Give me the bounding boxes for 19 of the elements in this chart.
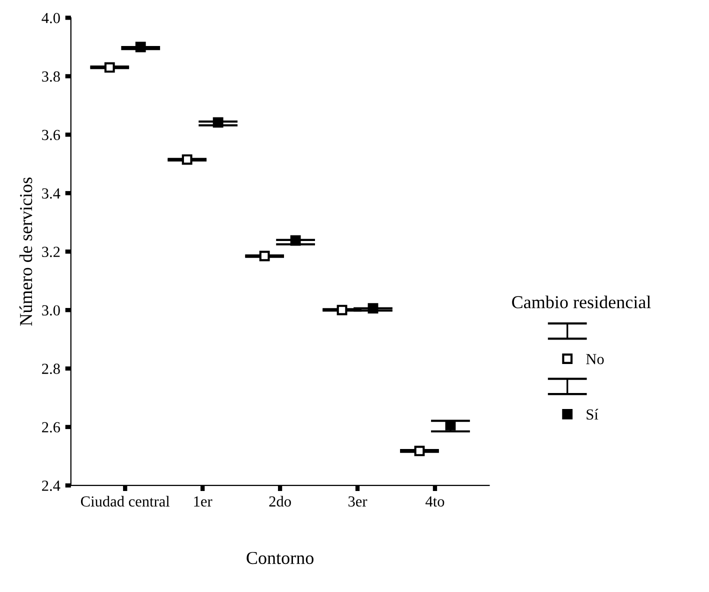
- x-tick-label: 2do: [269, 496, 291, 507]
- x-tick-label: 1er: [194, 496, 212, 507]
- y-tick-label: 3.0: [42, 305, 60, 316]
- y-tick-label: 3.4: [42, 188, 60, 199]
- x-tick-label: 4to: [426, 496, 444, 507]
- x-tick-label: 3er: [348, 496, 368, 507]
- y-tick-label: 2.4: [42, 480, 60, 491]
- y-tick-label: 2.8: [42, 364, 60, 374]
- y-tick-label: 3.8: [42, 71, 60, 82]
- legend-title: Cambio residencial: [512, 296, 651, 308]
- x-tick-label: Ciudad central: [80, 496, 170, 507]
- y-tick-label: 3.6: [42, 130, 60, 140]
- x-axis-title: Contorno: [246, 552, 314, 564]
- y-tick-label: 2.6: [42, 422, 60, 432]
- y-tick-label: 4.0: [42, 12, 60, 24]
- legend-label: No: [586, 354, 604, 364]
- y-tick-label: 3.2: [42, 246, 60, 258]
- y-axis-title: Número de servicios: [19, 178, 32, 326]
- legend-label: Sí: [586, 408, 598, 420]
